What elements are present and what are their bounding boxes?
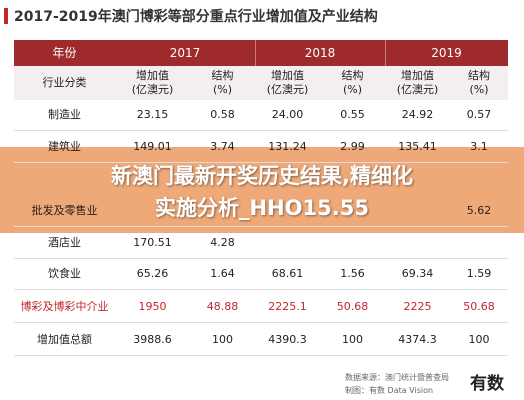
header-cell: 2019 (431, 46, 462, 60)
subheader-line: (亿澳元) (131, 83, 174, 96)
row-label: 博彩及博彩中介业 (20, 300, 109, 313)
value-cell: 48.88 (206, 300, 239, 313)
value-cell: 100 (212, 333, 233, 346)
row-separator (14, 289, 508, 290)
value-cell: 23.15 (136, 108, 169, 121)
row-label: 增加值总额 (37, 333, 92, 346)
header-cell: 年份 (52, 46, 77, 60)
subheader-line: 结构 (211, 69, 234, 82)
value-cell: 2225 (403, 300, 432, 313)
subheader-line: 结构 (341, 69, 364, 82)
value-cell: 149.01 (133, 140, 172, 153)
header-divider (255, 40, 256, 66)
header-cell: 2018 (304, 46, 336, 60)
subheader-line: 增加值 (136, 69, 169, 82)
banner-line: 实施分析_HHO15.55 (155, 196, 369, 220)
row-label: 批发及零售业 (31, 204, 98, 217)
subheader-line: (%) (469, 83, 489, 96)
value-cell: 170.51 (133, 236, 172, 249)
value-cell: 4374.3 (398, 333, 437, 346)
header-divider (385, 40, 386, 66)
row-separator (14, 355, 508, 356)
value-cell: 4390.3 (268, 333, 307, 346)
value-cell: 131.24 (268, 140, 307, 153)
subheader-cell: 结构 (%) (190, 66, 255, 100)
subheader-line: 行业分类 (42, 76, 87, 89)
value-cell: 1950 (138, 300, 167, 313)
subheader-cell: 结构 (%) (320, 66, 385, 100)
row-separator (14, 162, 508, 163)
subheader-line: (亿澳元) (396, 83, 439, 96)
logo: 有数 (470, 374, 504, 394)
value-cell: 1.64 (210, 267, 235, 280)
value-cell: 100 (342, 333, 363, 346)
value-cell: 24.92 (401, 108, 434, 121)
subheader-cell: 行业分类 (14, 66, 115, 100)
value-cell: 3.74 (210, 140, 235, 153)
row-separator (14, 258, 508, 259)
row-label: 建筑业 (48, 140, 81, 153)
value-cell: 100 (468, 333, 490, 346)
banner (0, 147, 524, 233)
subheader-line: (%) (212, 83, 233, 96)
subheader-cell: 增加值 (亿澳元) (385, 66, 450, 100)
subheader-line: 增加值 (271, 69, 304, 82)
title-marker (4, 8, 8, 24)
header-cell: 2017 (169, 46, 201, 60)
row-label: 制造业 (48, 108, 81, 121)
value-cell: 0.55 (340, 108, 365, 121)
value-cell: 50.68 (463, 300, 495, 313)
value-cell: 0.58 (210, 108, 235, 121)
header-row (14, 40, 508, 66)
value-cell: 2.99 (340, 140, 365, 153)
value-cell: 4.28 (210, 236, 235, 249)
source: 数据来源：澳门统计暨普查局 (345, 373, 449, 382)
value-cell: 5.62 (466, 204, 492, 217)
subheader-cell: 增加值 (亿澳元) (115, 66, 190, 100)
subheader-line: 结构 (468, 69, 490, 82)
row-separator (14, 130, 508, 131)
value-cell: 69.34 (401, 267, 434, 280)
value-cell: 135.41 (398, 140, 437, 153)
row-separator (14, 226, 508, 227)
value-cell: 0.57 (466, 108, 492, 121)
subheader-line: 增加值 (401, 69, 434, 82)
value-cell: 24.00 (271, 108, 304, 121)
credit: 制图：有数 Data Vision (345, 386, 434, 395)
value-cell: 68.61 (271, 267, 304, 280)
value-cell: 1.56 (340, 267, 365, 280)
subheader-cell: 增加值 (亿澳元) (255, 66, 320, 100)
row-label: 饮食业 (48, 267, 81, 280)
value-cell: 2225.1 (268, 300, 307, 313)
title: 2017-2019年澳门博彩等部分重点行业增加值及产业结构 (14, 9, 378, 25)
banner-line: 新澳门最新开奖历史结果,精细化 (111, 164, 413, 188)
subheader-line: (亿澳元) (266, 83, 309, 96)
value-cell: 1.59 (466, 267, 492, 280)
value-cell: 3.1 (470, 140, 488, 153)
row-label: 酒店业 (48, 236, 81, 249)
subheader-row (14, 66, 508, 100)
subheader-cell: 结构 (%) (450, 66, 508, 100)
row-separator (14, 322, 508, 323)
subheader-line: (%) (342, 83, 363, 96)
value-cell: 50.68 (336, 300, 369, 313)
value-cell: 3988.6 (133, 333, 172, 346)
value-cell: 65.26 (136, 267, 169, 280)
